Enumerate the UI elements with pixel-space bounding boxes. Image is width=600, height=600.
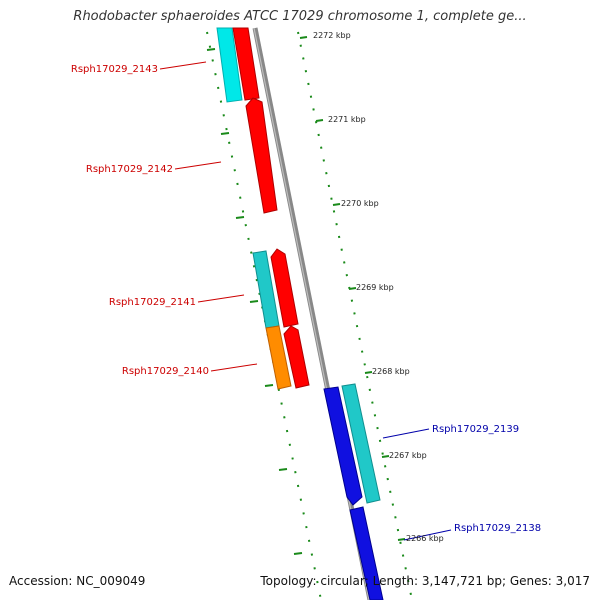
map-title: Rhodobacter sphaeroides ATCC 17029 chrom… xyxy=(73,9,527,24)
tick-label: 2270 kbp xyxy=(341,199,379,208)
gene-2138[interactable] xyxy=(349,506,384,600)
genome-summary: Topology: circular; Length: 3,147,721 bp… xyxy=(260,574,590,588)
gene-2143-cds[interactable] xyxy=(216,27,243,103)
gene-2141[interactable] xyxy=(270,248,299,328)
tick-mark xyxy=(348,287,357,290)
leader-line-2139 xyxy=(382,428,430,439)
gene-2139[interactable] xyxy=(323,386,363,506)
tick-label: 2272 kbp xyxy=(313,31,351,40)
tick-mark xyxy=(364,371,373,374)
gene-label-2142[interactable]: Rsph17029_2142 xyxy=(86,164,173,175)
accession-label: Accession: NC_009049 xyxy=(9,574,146,588)
tick-label: 2266 kbp xyxy=(406,534,444,543)
tick-mark xyxy=(397,538,406,541)
tick-mark xyxy=(206,48,216,51)
tick-mark xyxy=(293,552,303,555)
leader-line-2142 xyxy=(174,161,222,170)
outer-dotted-ring xyxy=(297,31,413,600)
backbone-line xyxy=(252,27,373,600)
tick-mark xyxy=(220,132,230,135)
tick-label: 2269 kbp xyxy=(356,283,394,292)
tick-label: 2267 kbp xyxy=(389,451,427,460)
gene-label-2138[interactable]: Rsph17029_2138 xyxy=(454,523,541,534)
gene-label-2139[interactable]: Rsph17029_2139 xyxy=(432,424,519,435)
gene-2140[interactable] xyxy=(283,325,310,389)
tick-mark xyxy=(264,384,274,387)
backbone-highlight xyxy=(253,27,370,600)
leader-line-2143 xyxy=(159,61,207,70)
tick-mark xyxy=(332,203,341,206)
leader-line-2141 xyxy=(197,294,245,303)
tick-mark xyxy=(249,300,259,303)
gene-2143[interactable] xyxy=(232,27,260,101)
gene-2142[interactable] xyxy=(245,97,278,214)
leader-line-2138 xyxy=(403,529,452,541)
tick-label: 2271 kbp xyxy=(328,115,366,124)
tick-mark xyxy=(278,468,288,471)
major-tick-marks xyxy=(206,48,303,555)
gene-2140-cds[interactable] xyxy=(265,325,292,390)
gene-2139-cds[interactable] xyxy=(341,383,381,504)
gene-label-2141[interactable]: Rsph17029_2141 xyxy=(109,297,196,308)
tick-mark xyxy=(235,216,245,219)
tick-label: 2268 kbp xyxy=(372,367,410,376)
tick-mark xyxy=(299,36,308,39)
leader-line-2140 xyxy=(210,363,258,372)
outer-tick-marks xyxy=(299,36,406,541)
tick-mark xyxy=(315,119,324,122)
gene-label-2143[interactable]: Rsph17029_2143 xyxy=(71,64,158,75)
gene-label-2140[interactable]: Rsph17029_2140 xyxy=(122,366,209,377)
tick-mark xyxy=(381,455,390,458)
